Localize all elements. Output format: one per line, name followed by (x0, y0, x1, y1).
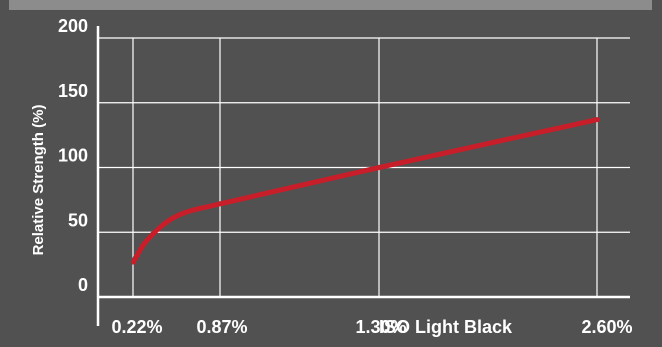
label-layer: 0 50 100 150 200 0.22% 0.87% 1.30% 2.60% ISO Ligh… (58, 16, 633, 337)
x-axis-annotation: ISO Light Black (379, 317, 513, 337)
y-tick-label: 200 (58, 16, 88, 36)
x-tick-label: 1.30% (355, 317, 406, 337)
x-tick-label: 0.87% (196, 317, 247, 337)
y-tick-label: 50 (68, 210, 88, 230)
series-layer (130, 117, 600, 265)
axis-layer (96, 26, 630, 326)
y-axis-title: Relative Strength (%) (30, 105, 47, 256)
x-tick-label: 2.60% (581, 317, 632, 337)
y-tick-label: 0 (78, 275, 88, 295)
grid-layer (98, 37, 630, 297)
strength-series-line (130, 117, 600, 265)
y-tick-label: 150 (58, 81, 88, 101)
y-tick-label: 100 (58, 146, 88, 166)
top-banner-bar (9, 0, 652, 10)
x-tick-label: 0.22% (111, 317, 162, 337)
